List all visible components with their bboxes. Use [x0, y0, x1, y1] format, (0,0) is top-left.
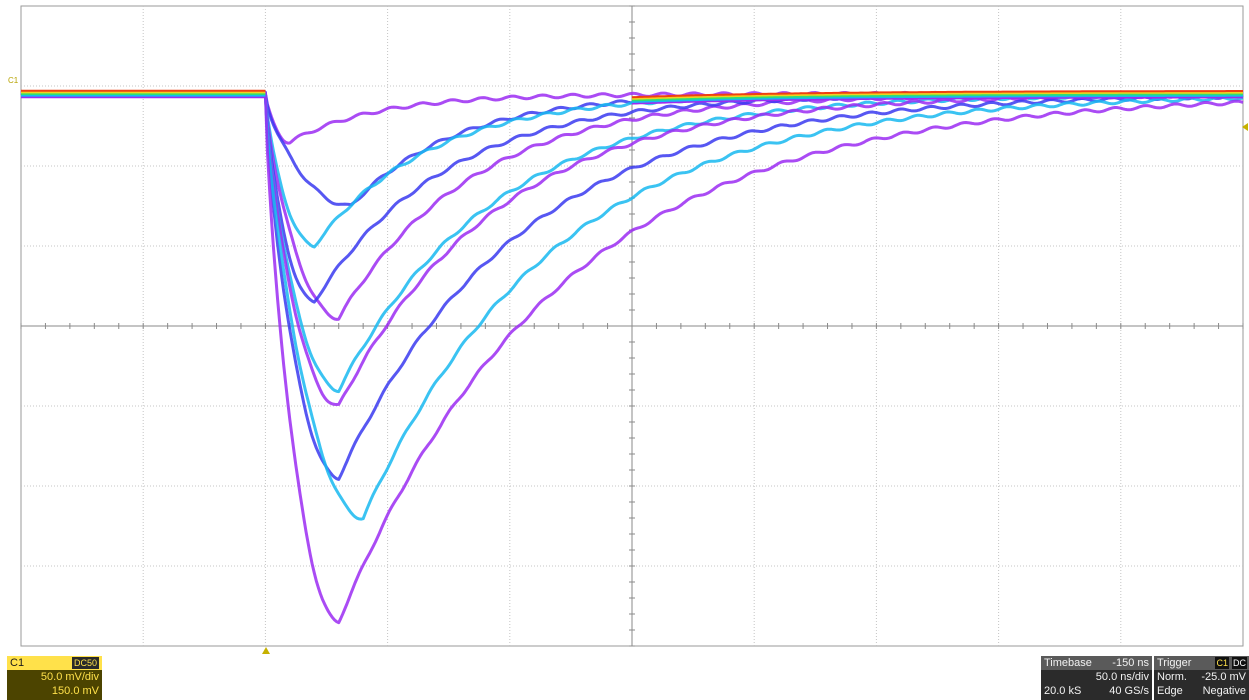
trigger-type: Edge: [1157, 685, 1183, 697]
waveform-grid: [20, 5, 1244, 647]
channel-1-header: C1 DC50: [7, 656, 102, 670]
timebase-scale: 50.0 ns/div: [1095, 671, 1149, 683]
timebase-title: Timebase: [1044, 657, 1092, 669]
channel-1-coupling: DC50: [71, 657, 99, 669]
channel-marker-label: C1: [8, 76, 19, 85]
channel-1-badge: C1: [10, 657, 25, 669]
baseline-persistence-band: [631, 93, 1243, 102]
timebase-header: Timebase -150 ns: [1041, 656, 1152, 670]
trigger-title: Trigger: [1157, 657, 1192, 669]
trigger-slope: Negative: [1202, 685, 1246, 697]
timebase-samples: 20.0 kS: [1044, 685, 1082, 697]
trigger-level: -25.0 mV: [1201, 671, 1246, 683]
channel-1-offset: 150.0 mV: [51, 685, 99, 697]
traces: [20, 89, 1244, 625]
timebase-descriptor[interactable]: Timebase -150 ns 50.0 ns/div 20.0 kS 40 …: [1041, 656, 1152, 700]
trigger-descriptor[interactable]: Trigger C1 DC Norm. -25.0 mV Edge Negati…: [1154, 656, 1249, 700]
trigger-position-marker[interactable]: [262, 647, 270, 654]
baseline-persistence-band: [631, 90, 1243, 99]
trigger-level-marker[interactable]: [1242, 123, 1248, 131]
trigger-header: Trigger C1 DC: [1154, 656, 1249, 670]
baseline-persistence-band: [631, 96, 1243, 105]
baseline-persistence-band: [631, 94, 1243, 103]
baseline-persistence-band: [631, 91, 1243, 100]
channel-1-vertical-scale: 50.0 mV/div: [40, 671, 99, 683]
grid-lines: [20, 5, 1244, 647]
timebase-delay: -150 ns: [1112, 657, 1149, 669]
waveform-display[interactable]: C1: [0, 0, 1249, 654]
trigger-mode: Norm.: [1157, 671, 1187, 683]
timebase-sample-rate: 40 GS/s: [1109, 685, 1149, 697]
channel-1-descriptor[interactable]: C1 DC50 50.0 mV/div 150.0 mV: [7, 656, 102, 700]
trigger-source-badge: C1: [1215, 657, 1229, 669]
trigger-coupling-badge: DC: [1232, 657, 1247, 669]
